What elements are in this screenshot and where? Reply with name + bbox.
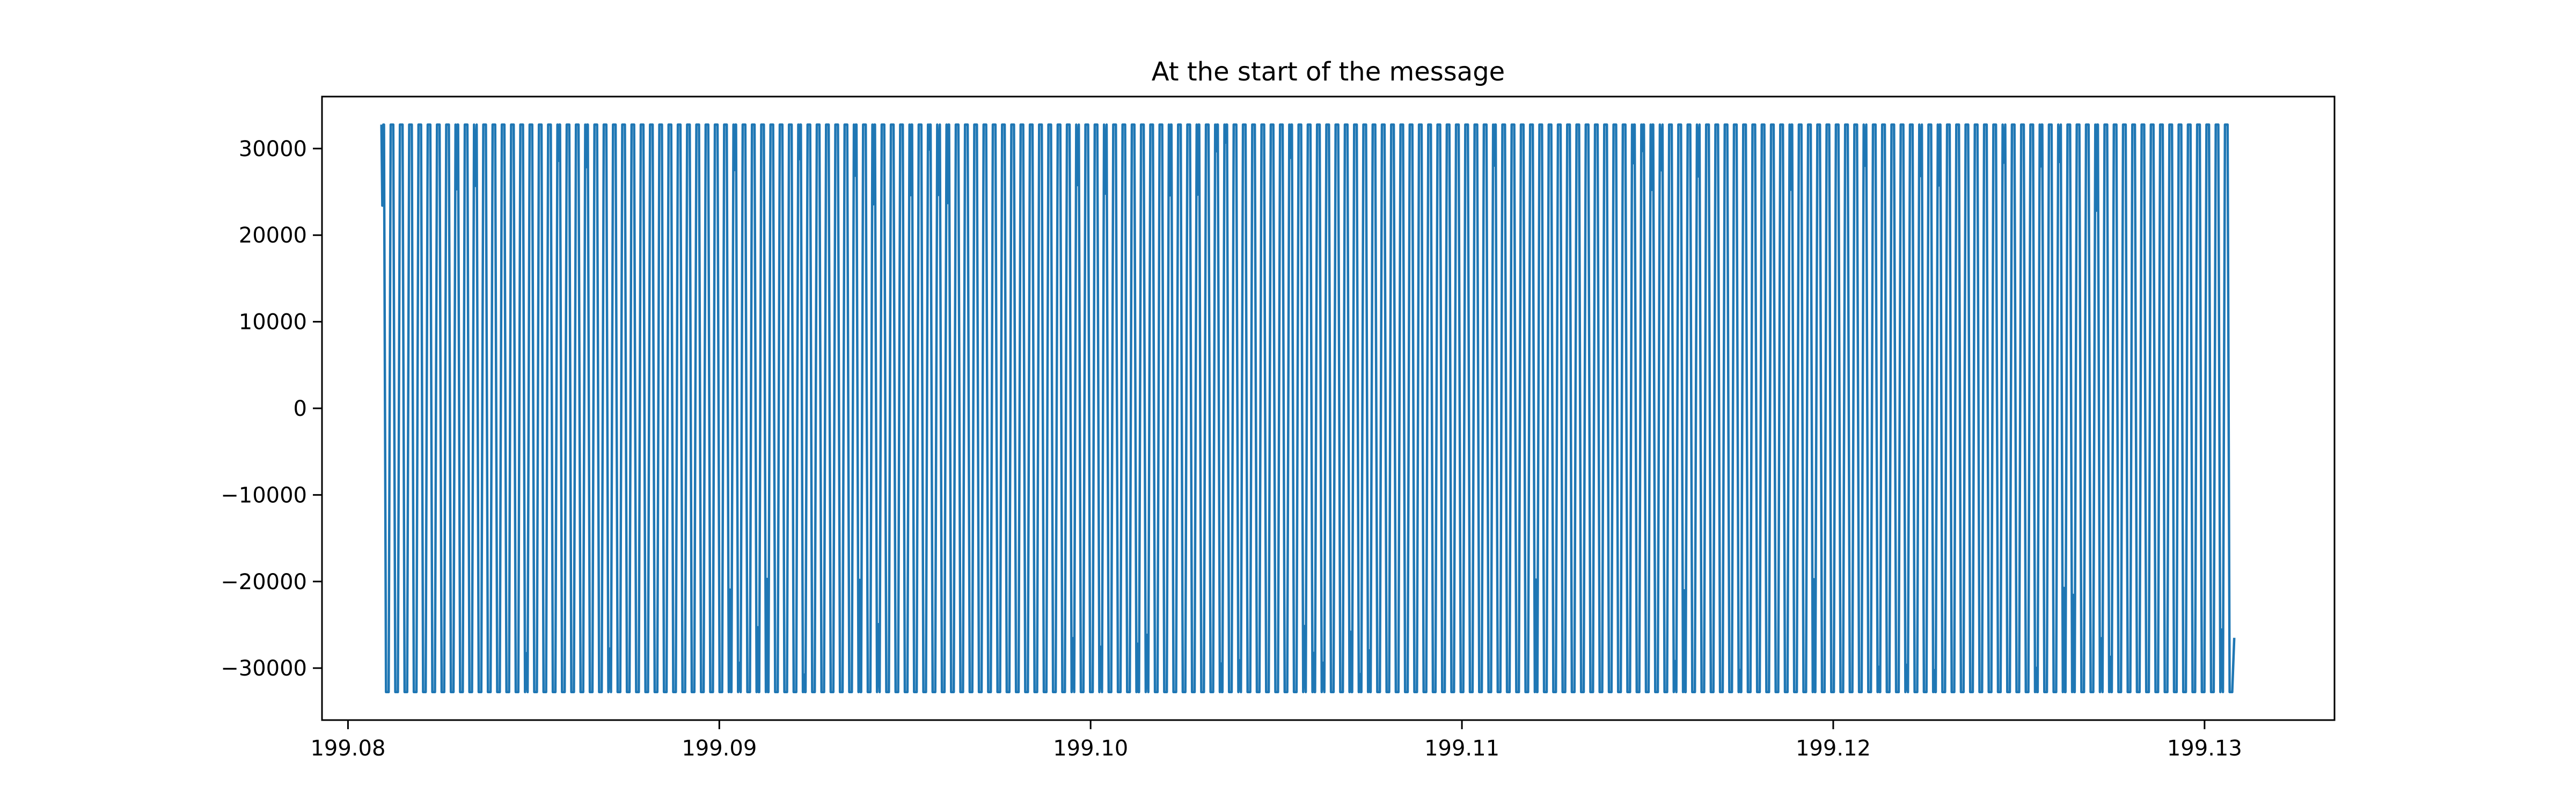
y-tick-label: −30000 [221, 656, 307, 681]
x-tick-label: 199.13 [2167, 736, 2242, 761]
y-axis: −30000 −20000 −10000 0 10000 20000 30000 [221, 137, 322, 681]
x-tick-label: 199.08 [310, 736, 385, 761]
y-tick-label: 0 [294, 397, 307, 421]
x-axis: 199.08 199.09 199.10 199.11 199.12 199.13 [310, 720, 2242, 761]
y-tick-label: 20000 [239, 223, 307, 248]
y-tick-label: 30000 [239, 137, 307, 162]
x-tick-label: 199.10 [1053, 736, 1128, 761]
y-tick-label: −10000 [221, 483, 307, 508]
waveform-series-line [380, 123, 2236, 694]
series-layer [380, 123, 2236, 694]
x-tick-label: 199.12 [1796, 736, 1871, 761]
y-tick-label: 10000 [239, 310, 307, 335]
y-tick-label: −20000 [221, 570, 307, 595]
chart-title: At the start of the message [1152, 57, 1505, 87]
x-tick-label: 199.09 [682, 736, 757, 761]
x-tick-label: 199.11 [1424, 736, 1499, 761]
